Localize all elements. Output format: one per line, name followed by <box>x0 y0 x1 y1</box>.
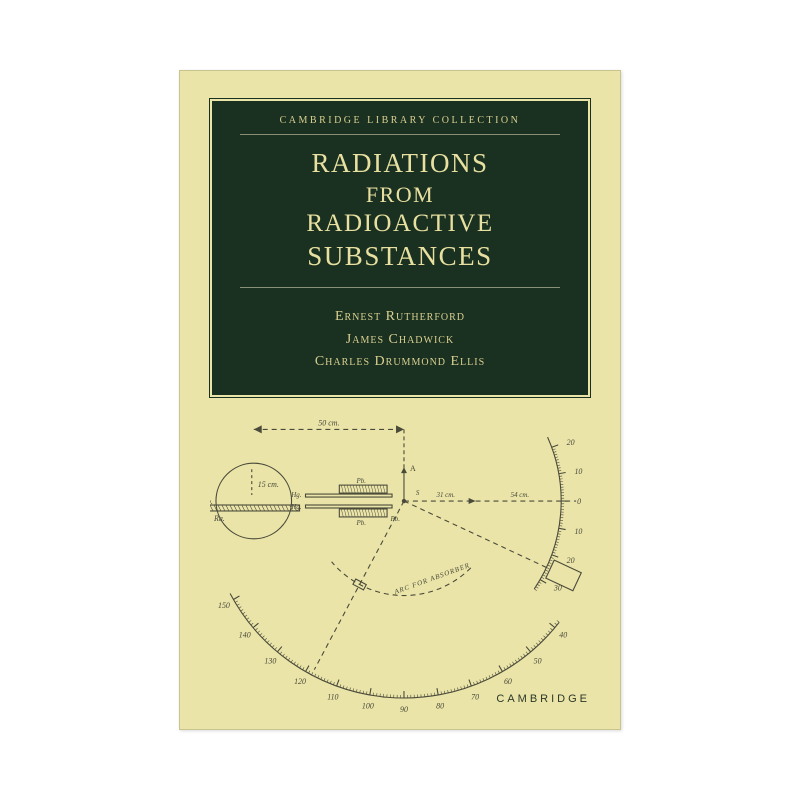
svg-text:20: 20 <box>567 438 575 447</box>
svg-text:Hg.: Hg. <box>290 491 301 499</box>
svg-text:54 cm.: 54 cm. <box>511 491 530 499</box>
svg-text:130: 130 <box>264 657 276 666</box>
title-line-1: RADIATIONS <box>232 147 568 181</box>
svg-text:80: 80 <box>436 702 444 711</box>
svg-text:90: 90 <box>400 705 408 713</box>
svg-text:0: 0 <box>577 497 581 506</box>
title-panel: CAMBRIDGE LIBRARY COLLECTION RADIATIONS … <box>210 99 590 397</box>
panel-divider <box>240 134 560 135</box>
svg-text:S: S <box>416 489 420 497</box>
svg-text:Hg.: Hg. <box>290 503 301 511</box>
svg-text:50: 50 <box>534 657 542 666</box>
svg-text:140: 140 <box>239 631 251 640</box>
svg-text:50 cm.: 50 cm. <box>318 419 339 428</box>
title-line-4: SUBSTANCES <box>232 240 568 274</box>
authors-block: Ernest Rutherford James Chadwick Charles… <box>232 306 568 373</box>
book-cover: CAMBRIDGE LIBRARY COLLECTION RADIATIONS … <box>179 70 621 730</box>
svg-text:Pb.: Pb. <box>355 478 366 486</box>
apparatus-diagram: 50 cm.15 cm.Pb.Ra.Pb.Hg.Hg.Pb.Pb.AS31 cm… <box>210 409 590 712</box>
author-3: Charles Drummond Ellis <box>232 351 568 373</box>
author-1: Ernest Rutherford <box>232 306 568 328</box>
collection-label: CAMBRIDGE LIBRARY COLLECTION <box>232 115 568 126</box>
title-line-3: RADIOACTIVE <box>232 208 568 239</box>
author-2: James Chadwick <box>232 329 568 351</box>
publisher-label: CAMBRIDGE <box>496 693 590 705</box>
svg-text:Ra.: Ra. <box>213 514 225 523</box>
svg-text:70: 70 <box>471 693 479 702</box>
panel-divider-2 <box>240 287 560 288</box>
svg-text:20: 20 <box>567 557 575 566</box>
svg-text:120: 120 <box>294 677 306 686</box>
svg-text:100: 100 <box>362 702 374 711</box>
svg-text:110: 110 <box>327 693 338 702</box>
svg-text:10: 10 <box>574 527 582 536</box>
svg-text:150: 150 <box>218 601 230 610</box>
diagram-area: 50 cm.15 cm.Pb.Ra.Pb.Hg.Hg.Pb.Pb.AS31 cm… <box>210 409 590 712</box>
svg-text:A: A <box>410 465 416 474</box>
svg-text:31 cm.: 31 cm. <box>435 491 455 499</box>
svg-text:15 cm.: 15 cm. <box>258 481 279 490</box>
svg-text:60: 60 <box>504 677 512 686</box>
svg-text:10: 10 <box>574 467 582 476</box>
title-line-2: FROM <box>232 181 568 209</box>
svg-text:Pb.: Pb. <box>355 519 366 527</box>
svg-text:40: 40 <box>559 631 567 640</box>
